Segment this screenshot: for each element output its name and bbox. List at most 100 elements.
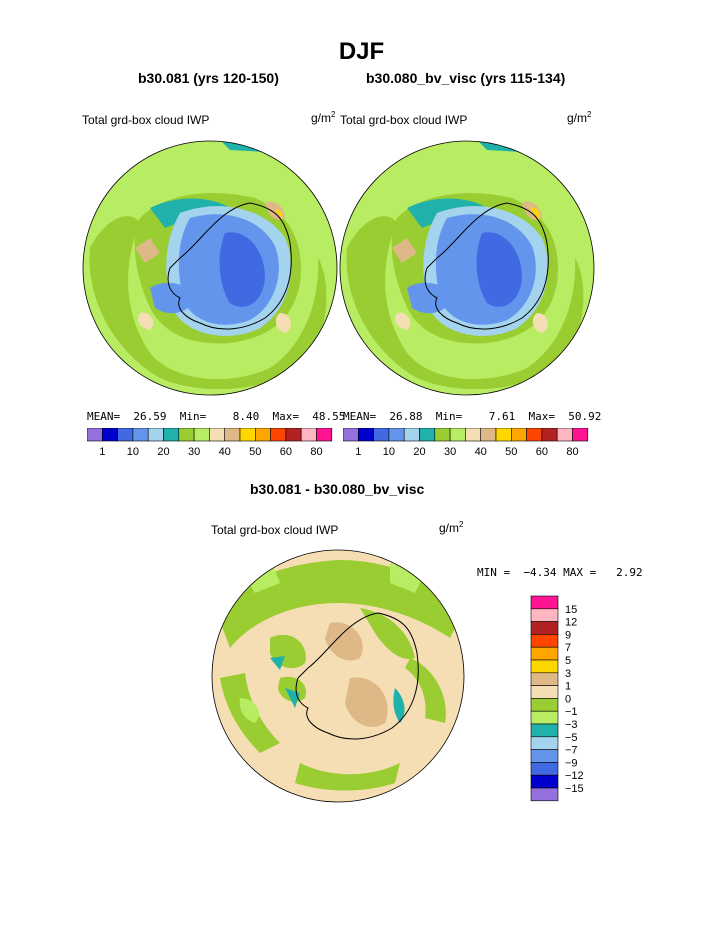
colorbar-tick-label: 0 — [565, 693, 571, 705]
colorbar-swatch — [530, 787, 559, 802]
panel1-stats: MEAN= 26.59 Min= 8.40 Max= 48.55 — [87, 410, 346, 423]
colorbar-swatch — [530, 723, 559, 738]
panel2-colorbar: 1 10 20 30 40 50 60 80 — [343, 428, 589, 458]
colorbar-tick-label: 30 — [188, 446, 200, 458]
colorbar-tick-label: 3 — [565, 668, 571, 680]
colorbar-swatch — [572, 428, 589, 442]
colorbar-swatch — [530, 634, 559, 648]
colorbar-swatch — [449, 428, 466, 442]
colorbar-tick-label: −12 — [565, 770, 584, 782]
colorbar-tick-label: 9 — [565, 629, 571, 641]
colorbar-tick-label: 60 — [280, 446, 292, 458]
colorbar-tick-label: 50 — [505, 446, 517, 458]
map-region — [275, 313, 292, 333]
map-region — [360, 608, 415, 659]
colorbar-swatch — [530, 608, 559, 622]
colorbar-swatch — [480, 428, 497, 442]
colorbar-swatch — [530, 595, 559, 610]
map-region — [275, 209, 283, 218]
colorbar-swatch — [209, 428, 226, 442]
colorbar-swatch — [270, 428, 287, 442]
map-region — [240, 558, 425, 593]
colorbar-swatch — [419, 428, 436, 442]
map-region — [395, 312, 411, 330]
colorbar-swatch — [373, 428, 390, 442]
colorbar-tick-label: −15 — [565, 783, 584, 795]
colorbar-swatch — [530, 710, 559, 725]
panel1-map — [82, 140, 338, 396]
colorbar-swatch — [388, 428, 405, 442]
colorbar-tick-label: −1 — [565, 706, 578, 718]
colorbar-tick-label: 15 — [565, 604, 577, 616]
colorbar-swatch — [465, 428, 482, 442]
colorbar-swatch — [511, 428, 527, 442]
map-region — [346, 216, 584, 390]
colorbar-tick-label: 7 — [565, 642, 571, 654]
map-region — [219, 232, 265, 307]
colorbar-swatch — [530, 646, 559, 661]
colorbar-tick-label: −9 — [565, 757, 578, 769]
colorbar-tick-label: 50 — [249, 446, 261, 458]
colorbar-swatch — [316, 428, 333, 442]
map-region — [135, 238, 160, 263]
colorbar-tick-label: 1 — [565, 681, 571, 693]
map-region — [532, 313, 549, 333]
colorbar-swatch — [526, 428, 543, 442]
colorbar-swatch — [541, 428, 558, 442]
colorbar-swatch — [163, 428, 180, 442]
colorbar-tick-label: −7 — [565, 745, 578, 757]
map-region — [476, 232, 522, 307]
colorbar-swatch — [285, 428, 302, 442]
difference-units: g/m2 — [439, 520, 464, 535]
colorbar-swatch — [434, 428, 451, 442]
colorbar-tick-label: 1 — [355, 446, 361, 458]
colorbar-swatch — [178, 428, 195, 442]
map-region — [89, 216, 327, 390]
colorbar-tick-label: −5 — [565, 732, 578, 744]
colorbar-swatch — [495, 428, 512, 442]
panel1-variable: Total grd-box cloud IWP — [82, 113, 210, 127]
map-boundary — [339, 140, 595, 396]
colorbar-tick-label: 10 — [383, 446, 395, 458]
colorbar-tick-label: 10 — [127, 446, 139, 458]
antarctica-coastline — [167, 202, 292, 330]
difference-subtitle: b30.081 - b30.080_bv_visc — [250, 481, 425, 497]
colorbar-tick-label: 40 — [219, 446, 231, 458]
colorbar-swatch — [530, 736, 559, 750]
map-boundary — [211, 549, 465, 803]
map-region — [345, 677, 388, 727]
colorbar-tick-label: 20 — [413, 446, 425, 458]
colorbar-tick-label: 1 — [99, 446, 105, 458]
colorbar-swatch — [530, 685, 559, 699]
colorbar-tick-label: 60 — [536, 446, 548, 458]
panel2-subtitle: b30.080_bv_visc (yrs 115-134) — [366, 70, 566, 86]
colorbar-swatch — [224, 428, 241, 442]
map-region — [295, 763, 400, 791]
panel1-subtitle: b30.081 (yrs 120-150) — [138, 70, 279, 86]
colorbar-tick-label: 40 — [475, 446, 487, 458]
difference-map — [211, 549, 465, 803]
difference-stats: MIN = −4.34 MAX = 2.92 — [477, 566, 643, 579]
map-region — [239, 698, 260, 723]
map-region — [138, 312, 154, 330]
map-region — [530, 207, 540, 220]
colorbar-swatch — [300, 428, 317, 442]
map-region — [150, 282, 195, 314]
colorbar-swatch — [530, 762, 559, 776]
difference-variable: Total grd-box cloud IWP — [211, 523, 339, 537]
colorbar-swatch — [117, 428, 134, 442]
colorbar-tick-label: −3 — [565, 719, 578, 731]
antarctica-coastline — [424, 202, 549, 330]
panel2-units: g/m2 — [567, 110, 592, 125]
colorbar-swatch — [530, 749, 559, 763]
panel1-colorbar: 1 10 20 30 40 50 60 80 — [87, 428, 333, 458]
colorbar-swatch — [403, 428, 420, 442]
panel2-stats: MEAN= 26.88 Min= 7.61 Max= 50.92 — [343, 410, 602, 423]
colorbar-tick-label: 30 — [444, 446, 456, 458]
map-boundary — [82, 140, 338, 396]
colorbar-swatch — [193, 428, 210, 442]
colorbar-swatch — [530, 659, 559, 674]
map-region — [270, 656, 285, 670]
colorbar-swatch — [102, 428, 118, 442]
